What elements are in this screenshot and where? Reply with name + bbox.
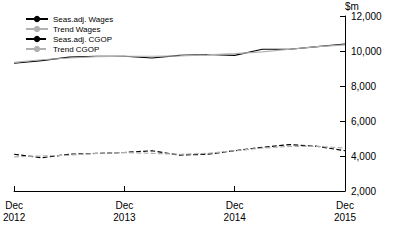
svg-text:Dec: Dec	[5, 200, 23, 211]
svg-text:4,000: 4,000	[351, 151, 376, 162]
svg-text:$m: $m	[345, 0, 359, 12]
svg-text:12,000: 12,000	[351, 11, 382, 22]
svg-text:2013: 2013	[113, 212, 136, 223]
svg-text:2014: 2014	[224, 212, 247, 223]
svg-text:Seas.adj. CGOP: Seas.adj. CGOP	[53, 35, 112, 44]
svg-text:6,000: 6,000	[351, 116, 376, 127]
svg-text:Seas.adj. Wages: Seas.adj. Wages	[53, 15, 113, 24]
svg-text:2015: 2015	[334, 212, 357, 223]
svg-text:10,000: 10,000	[351, 46, 382, 57]
svg-text:Dec: Dec	[116, 200, 134, 211]
svg-text:8,000: 8,000	[351, 81, 376, 92]
svg-text:Dec: Dec	[226, 200, 244, 211]
svg-text:Trend Wages: Trend Wages	[53, 25, 100, 34]
svg-text:2012: 2012	[3, 212, 26, 223]
svg-text:2,000: 2,000	[351, 186, 376, 197]
svg-text:Trend CGOP: Trend CGOP	[53, 45, 99, 54]
svg-text:Dec: Dec	[336, 200, 354, 211]
